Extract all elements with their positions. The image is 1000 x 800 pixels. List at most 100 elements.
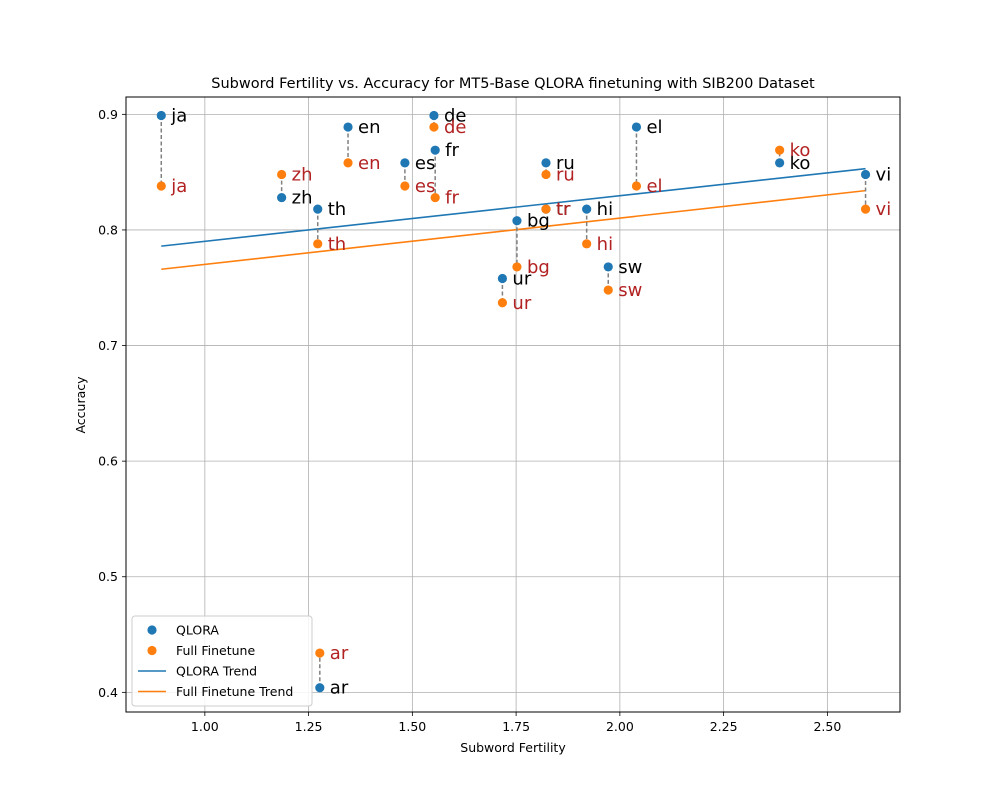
full-finetune-point (603, 285, 613, 295)
qlora-point (631, 122, 642, 132)
full-finetune-point (400, 181, 410, 191)
full-finetune-point (512, 262, 522, 272)
qlora-point (343, 122, 353, 132)
full-finetune-point (277, 169, 287, 180)
full-finetune-point (343, 158, 353, 168)
x-tick-label: 1.00 (191, 719, 219, 734)
full-finetune-point (541, 169, 551, 180)
qlora-point (541, 158, 551, 168)
full-finetune-point-label: ko (790, 140, 811, 161)
full-finetune-point (156, 181, 166, 191)
full-finetune-point-label: zh (292, 164, 313, 185)
qlora-point-label: ru (556, 153, 575, 174)
y-tick-label: 0.7 (98, 338, 118, 353)
qlora-point (497, 273, 508, 284)
qlora-point-label: ur (512, 268, 531, 289)
qlora-point-label: zh (292, 188, 313, 209)
qlora-point (512, 216, 522, 226)
plot-frame (125, 96, 901, 713)
full-finetune-point (429, 122, 439, 132)
legend-marker (147, 645, 157, 656)
chart-title: Subword Fertility vs. Accuracy for MT5-B… (211, 76, 815, 92)
x-axis-ticks: 1.00 1.25 1.50 1.75 2.00 2.25 2.50 (191, 712, 841, 734)
qlora-point-label: el (646, 117, 662, 138)
qlora-point-label: ko (790, 153, 811, 174)
legend-label: QLORA (176, 623, 219, 638)
full-finetune-point-label: ru (556, 164, 575, 185)
legend: QLORA Full Finetune QLORA Trend Full Finetu… (131, 615, 313, 707)
full-finetune-point-label: th (328, 234, 346, 255)
qlora-point (603, 262, 613, 272)
qlora-point (156, 110, 166, 121)
x-tick-label: 1.25 (295, 719, 323, 734)
full-finetune-point-label: el (646, 176, 662, 197)
qlora-point-label: en (358, 117, 380, 138)
full-finetune-point (497, 298, 508, 308)
qlora-point (429, 110, 439, 121)
legend-box (131, 615, 313, 707)
legend-marker (147, 625, 157, 635)
full-finetune-point-label: bg (527, 257, 550, 278)
x-tick-label: 2.25 (710, 719, 738, 734)
qlora-point-label: fr (445, 140, 459, 161)
qlora-point-label: es (415, 153, 435, 174)
full-finetune-point (775, 145, 785, 155)
trend-line (161, 167, 866, 247)
legend-label: Full Finetune Trend (176, 684, 293, 699)
full-finetune-point (313, 239, 323, 249)
full-finetune-point-label: fr (445, 188, 459, 209)
x-tick-label: 1.75 (502, 719, 530, 734)
trend-line (161, 189, 866, 271)
x-axis-label: Subword Fertility (460, 740, 566, 755)
y-tick-label: 0.5 (98, 569, 118, 584)
qlora-point-label: de (444, 105, 467, 126)
full-finetune-point (541, 204, 551, 214)
qlora-point (313, 204, 323, 214)
legend-label: QLORA Trend (176, 664, 257, 679)
qlora-point-label: tr (556, 199, 571, 220)
full-finetune-point-label: ar (330, 643, 349, 664)
full-finetune-point-label: hi (597, 234, 613, 255)
trend-lines (161, 167, 866, 271)
y-axis-ticks: 0.4 0.5 0.6 0.7 0.8 0.9 (98, 107, 126, 700)
qlora-point (430, 145, 440, 155)
qlora-point-label: bg (527, 211, 550, 232)
x-tick-label: 2.50 (813, 719, 841, 734)
full-finetune-point-label: sw (618, 280, 642, 301)
qlora-point (582, 204, 592, 214)
full-finetune-point-label: vi (876, 199, 892, 220)
qlora-point (277, 192, 287, 203)
qlora-point-label: th (328, 199, 346, 220)
qlora-point-label: ja (170, 105, 187, 126)
x-tick-label: 1.50 (398, 719, 426, 734)
full-finetune-point (315, 648, 325, 658)
y-axis-label: Accuracy (73, 376, 88, 434)
data-points (156, 110, 871, 693)
legend-label: Full Finetune (176, 643, 255, 658)
qlora-point-label: sw (618, 257, 642, 278)
qlora-point-label: hi (597, 199, 613, 220)
qlora-point (860, 169, 871, 180)
full-finetune-point-label: es (415, 176, 435, 197)
full-finetune-point-label: en (358, 153, 380, 174)
full-finetune-point-label: de (444, 117, 467, 138)
full-finetune-point-label: tr (556, 199, 571, 220)
full-finetune-point (631, 181, 642, 191)
full-finetune-point (582, 239, 592, 249)
qlora-point (315, 683, 325, 693)
y-tick-label: 0.9 (98, 107, 118, 122)
y-tick-label: 0.8 (98, 222, 118, 237)
full-finetune-point (430, 192, 440, 203)
full-finetune-point-label: ja (170, 176, 187, 197)
y-tick-label: 0.6 (98, 454, 118, 469)
qlora-point-label: vi (876, 164, 892, 185)
qlora-point-label: ar (330, 678, 349, 699)
x-tick-label: 2.00 (606, 719, 634, 734)
full-finetune-point-label: ur (512, 293, 531, 314)
full-finetune-point (860, 204, 871, 214)
y-tick-label: 0.4 (98, 685, 118, 700)
qlora-point (775, 158, 785, 168)
qlora-point (400, 158, 410, 168)
